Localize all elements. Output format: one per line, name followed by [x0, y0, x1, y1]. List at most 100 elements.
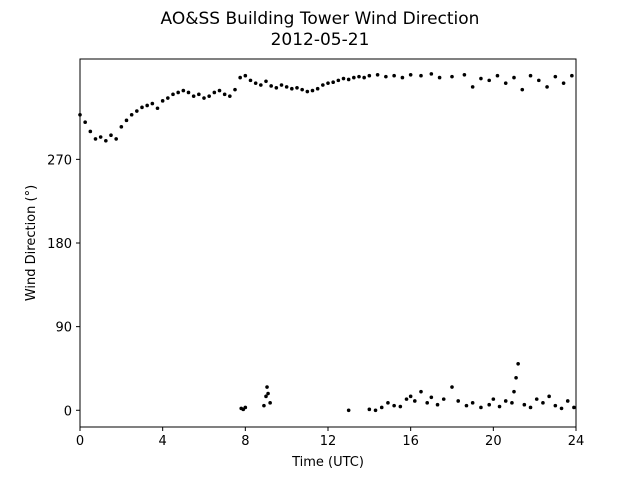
data-point: [408, 72, 413, 77]
data-point: [290, 86, 294, 91]
data-point: [419, 389, 423, 394]
x-tick-label: 0: [76, 434, 84, 449]
data-point: [88, 129, 93, 134]
data-point: [171, 92, 175, 97]
data-point: [495, 73, 500, 78]
data-point: [528, 405, 533, 410]
data-point: [197, 92, 201, 97]
data-point: [450, 74, 454, 79]
data-point: [268, 401, 272, 405]
data-point: [522, 402, 527, 407]
data-point: [300, 87, 304, 92]
data-point: [346, 408, 351, 413]
data-point: [315, 86, 320, 91]
y-tick-label: 180: [47, 237, 72, 252]
x-tick-label: 24: [568, 434, 585, 449]
data-point: [528, 73, 533, 78]
y-axis-label: Wind Direction (°): [24, 185, 39, 301]
data-point: [392, 73, 396, 78]
data-point: [357, 74, 361, 79]
y-tick-label: 270: [47, 153, 72, 168]
plot-frame: [79, 58, 577, 428]
x-tick-label: 8: [241, 434, 249, 449]
data-point: [321, 83, 325, 87]
data-point: [228, 94, 232, 98]
data-point: [462, 72, 467, 77]
data-point: [379, 405, 384, 410]
x-tick-label: 12: [320, 434, 337, 449]
data-point: [265, 385, 269, 389]
data-point: [222, 92, 227, 97]
data-point: [259, 83, 263, 87]
chart-subtitle: 2012-05-21: [271, 30, 370, 50]
data-point: [114, 137, 118, 141]
x-tick-label: 4: [159, 434, 167, 449]
data-point: [553, 74, 558, 79]
chart-title: AO&SS Building Tower Wind Direction: [161, 9, 480, 29]
data-point: [450, 385, 454, 389]
data-point: [429, 72, 434, 76]
data-point: [413, 399, 417, 403]
data-point: [470, 401, 475, 405]
data-point: [326, 81, 330, 85]
data-point: [129, 112, 134, 117]
data-point: [491, 397, 496, 401]
data-point: [456, 399, 461, 403]
data-point: [384, 74, 388, 79]
data-point: [375, 72, 380, 77]
data-point: [119, 125, 124, 129]
data-point: [331, 80, 335, 85]
data-point: [124, 118, 129, 123]
data-point: [243, 73, 248, 78]
data-point: [253, 81, 258, 85]
data-point: [155, 106, 160, 111]
data-point: [570, 73, 574, 78]
data-point: [181, 88, 186, 93]
data-point: [274, 86, 279, 90]
data-point: [470, 85, 475, 89]
data-point: [534, 397, 539, 401]
data-point: [503, 81, 508, 85]
data-point: [512, 75, 516, 80]
data-point: [352, 75, 356, 80]
data-point: [295, 86, 299, 90]
data-point: [441, 397, 446, 401]
data-point: [160, 99, 165, 103]
data-point: [559, 406, 564, 411]
data-point: [487, 78, 492, 83]
data-point: [367, 73, 372, 78]
data-point: [83, 120, 87, 124]
data-point: [243, 405, 248, 410]
data-point: [78, 112, 82, 117]
data-point: [248, 78, 253, 83]
data-point: [233, 87, 237, 92]
data-point: [212, 90, 217, 95]
data-point: [572, 405, 576, 410]
data-point: [479, 76, 483, 81]
y-tick-label: 90: [55, 321, 72, 336]
data-point: [109, 133, 113, 138]
x-axis-label: Time (UTC): [291, 455, 364, 470]
data-point: [310, 88, 315, 93]
data-point: [514, 375, 518, 380]
data-point: [503, 399, 508, 403]
data-point: [510, 401, 514, 405]
data-point: [284, 85, 289, 89]
data-point: [336, 78, 341, 83]
data-point: [150, 101, 155, 106]
data-point: [367, 407, 372, 412]
data-point: [437, 75, 442, 80]
data-point: [408, 394, 413, 399]
data-point: [262, 403, 266, 408]
data-point: [269, 84, 273, 88]
data-point: [479, 405, 483, 410]
x-tick-label: 20: [485, 434, 502, 449]
data-point: [373, 408, 378, 413]
data-point: [266, 391, 270, 396]
data-point: [392, 403, 396, 408]
data-point: [145, 103, 149, 108]
data-point: [186, 90, 191, 95]
data-point: [545, 85, 549, 89]
data-point: [305, 89, 310, 94]
